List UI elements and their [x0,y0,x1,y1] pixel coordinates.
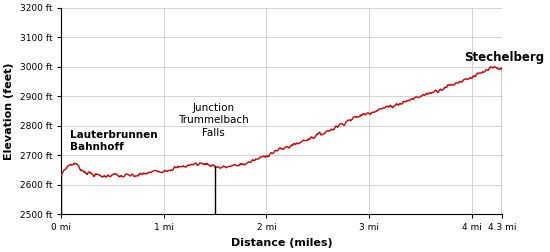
Text: Stechelberg: Stechelberg [464,51,544,64]
X-axis label: Distance (miles): Distance (miles) [231,238,333,248]
Y-axis label: Elevation (feet): Elevation (feet) [4,62,14,160]
Text: Lauterbrunnen
Bahnhoff: Lauterbrunnen Bahnhoff [70,130,157,152]
Text: Junction
Trummelbach
Falls: Junction Trummelbach Falls [178,103,249,138]
